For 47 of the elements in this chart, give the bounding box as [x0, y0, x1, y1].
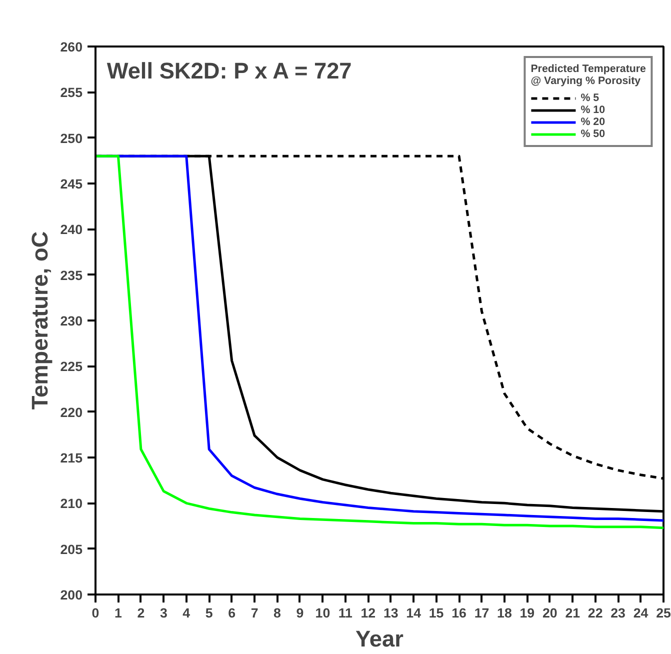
- y-tick-label: 200: [60, 588, 83, 602]
- y-axis-title: Temperature, oC: [26, 231, 52, 410]
- x-tick-label: 8: [274, 606, 281, 620]
- y-tick-label: 220: [60, 404, 83, 420]
- legend-label: % 20: [580, 116, 605, 128]
- x-tick-label: 25: [656, 606, 671, 620]
- legend-label: % 50: [580, 128, 605, 140]
- x-axis-title: Year: [356, 626, 404, 652]
- x-tick-label: 7: [250, 606, 258, 620]
- legend-label: % 5: [580, 92, 600, 104]
- x-tick-label: 6: [228, 606, 236, 620]
- x-tick-label: 20: [542, 606, 558, 620]
- x-tick-label: 0: [92, 606, 100, 620]
- y-tick-label: 210: [60, 496, 83, 512]
- y-tick-label: 235: [60, 268, 84, 283]
- y-tick-label: 205: [60, 542, 84, 557]
- x-tick-label: 23: [610, 606, 626, 620]
- y-tick-label: 250: [60, 130, 83, 146]
- x-tick-label: 1: [114, 606, 123, 620]
- y-tick-label: 225: [60, 359, 84, 374]
- x-tick-label: 18: [497, 606, 512, 620]
- x-tick-label: 19: [520, 606, 535, 620]
- x-tick-label: 2: [137, 606, 145, 620]
- x-tick-label: 3: [160, 606, 168, 620]
- y-tick-label: 215: [60, 450, 84, 466]
- x-tick-label: 10: [315, 606, 330, 620]
- x-tick-label: 14: [406, 606, 422, 620]
- x-tick-label: 12: [360, 606, 376, 620]
- x-tick-label: 17: [474, 606, 490, 620]
- x-tick-label: 16: [452, 606, 466, 620]
- y-tick-label: 230: [60, 314, 83, 328]
- x-tick-label: 13: [383, 606, 398, 620]
- x-tick-label: 4: [182, 606, 191, 620]
- y-tick-label: 260: [60, 40, 83, 54]
- legend-title: Predicted Temperature @ Varying % Porosity: [530, 63, 646, 87]
- legend-label: % 10: [580, 104, 605, 116]
- x-tick-label: 11: [338, 606, 354, 620]
- text: Well SK2D: P x A = 727: [106, 57, 352, 84]
- x-tick-label: 15: [428, 606, 444, 620]
- y-tick-label: 245: [60, 176, 84, 192]
- y-tick-label: 255: [60, 85, 84, 100]
- y-tick-label: 240: [60, 222, 83, 238]
- x-tick-label: 22: [588, 606, 603, 620]
- x-tick-label: 5: [205, 606, 214, 620]
- x-tick-label: 21: [565, 606, 581, 620]
- x-tick-label: 9: [296, 606, 304, 620]
- x-tick-label: 24: [633, 606, 649, 620]
